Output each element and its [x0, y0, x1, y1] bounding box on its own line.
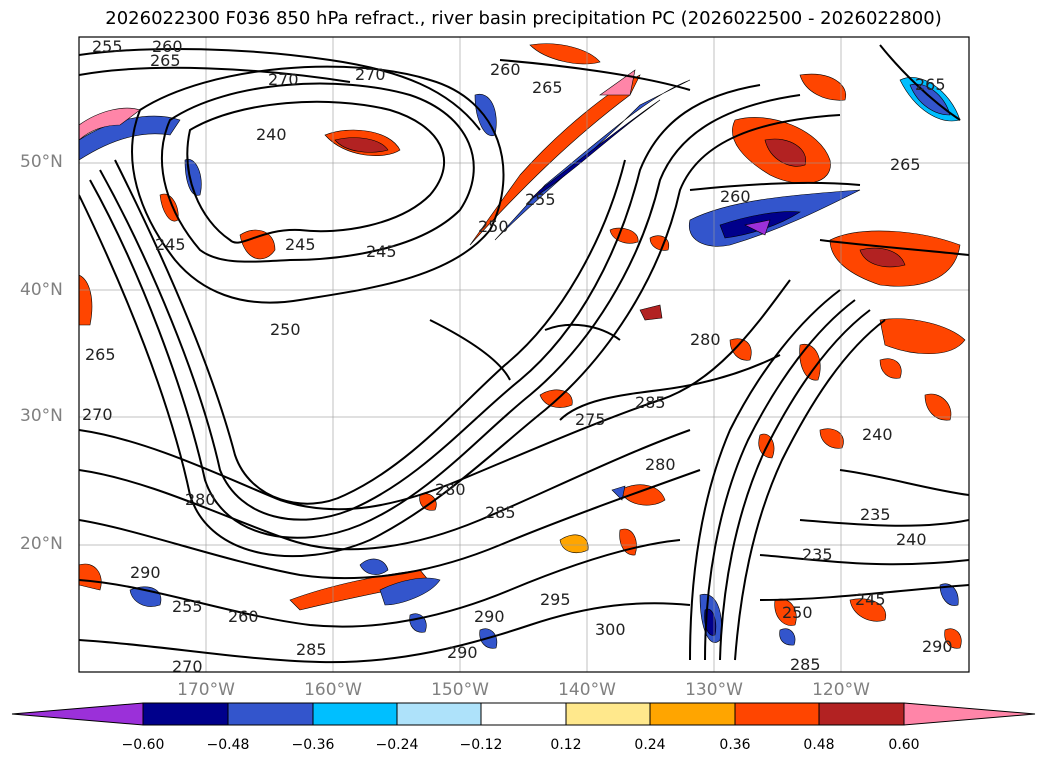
lat-label-40n: 40°N	[20, 280, 63, 300]
contour-label: 245	[855, 590, 886, 609]
contour-label: 290	[474, 607, 505, 626]
contour-label: 290	[922, 637, 953, 656]
contour-label: 265	[85, 345, 116, 364]
contour-label: 270	[268, 70, 299, 89]
contour-label: 265	[890, 155, 921, 174]
contour-label: 235	[802, 545, 833, 564]
contour-label: 265	[532, 78, 563, 97]
colorbar-tick-label: −0.24	[375, 737, 419, 753]
contour-label: 285	[790, 655, 821, 674]
contour-label: 240	[256, 125, 287, 144]
colorbar-segment	[396, 702, 482, 726]
contour-label: 240	[896, 530, 927, 549]
contour-label: 255	[525, 190, 556, 209]
contour-label: 285	[296, 640, 327, 659]
colorbar-segment	[565, 702, 651, 726]
lon-label-130w: 130°W	[685, 680, 743, 700]
colorbar-tick-label: −0.36	[291, 737, 335, 753]
colorbar-tick-label: 0.36	[719, 737, 751, 753]
contour-label: 260	[152, 37, 183, 56]
gridlines	[79, 37, 969, 672]
contour-label: 255	[172, 597, 203, 616]
contour-label: 245	[285, 235, 316, 254]
contour-label: 270	[172, 657, 203, 676]
contour-label: 290	[447, 643, 478, 662]
colorbar-segment	[734, 702, 820, 726]
lon-label-120w: 120°W	[812, 680, 870, 700]
colorbar-segment	[480, 702, 567, 726]
contour-label: 250	[782, 603, 813, 622]
lon-label-160w: 160°W	[304, 680, 362, 700]
map-frame	[78, 36, 970, 673]
colorbar	[11, 702, 1036, 726]
contour-label: 270	[355, 65, 386, 84]
contour-label: 255	[92, 37, 123, 56]
colorbar-tick-label: 0.24	[634, 737, 666, 753]
colorbar-segment	[227, 702, 314, 726]
contour-label: 250	[478, 217, 509, 236]
contour-labels: 255 260 265 270 270 265 260 240 245 245 …	[82, 37, 953, 676]
colorbar-tick-label: 0.60	[888, 737, 920, 753]
contour-label: 240	[862, 425, 893, 444]
contour-label: 245	[155, 235, 186, 254]
colorbar-segment	[312, 702, 398, 726]
contour-label: 270	[82, 405, 113, 424]
contour-label: 280	[645, 455, 676, 474]
colorbar-extend-max	[903, 702, 1036, 726]
colorbar-segment	[142, 702, 229, 726]
contour-label: 245	[366, 242, 397, 261]
colorbar-tick-label: −0.48	[206, 737, 250, 753]
contour-label: 290	[130, 563, 161, 582]
contour-label: 285	[635, 393, 666, 412]
contour-label: 260	[228, 607, 259, 626]
map-title: 2026022300 F036 850 hPa refract., river …	[105, 8, 942, 29]
contour-label: 265	[150, 51, 181, 70]
colorbar-tick-label: −0.12	[459, 737, 503, 753]
lat-label-50n: 50°N	[20, 152, 63, 172]
contour-label: 260	[490, 60, 521, 79]
lon-label-150w: 150°W	[431, 680, 489, 700]
contour-label: 280	[690, 330, 721, 349]
colorbar-tick-label: 0.12	[550, 737, 582, 753]
contour-label: 300	[595, 620, 626, 639]
contour-label: 235	[860, 505, 891, 524]
contour-label: 295	[540, 590, 571, 609]
contour-label: 280	[185, 490, 216, 509]
lon-label-140w: 140°W	[558, 680, 616, 700]
map-plot-area: 255 260 265 270 270 265 260 240 245 245 …	[79, 37, 969, 676]
lon-label-170w: 170°W	[177, 680, 235, 700]
contour-label: 275	[575, 410, 606, 429]
colorbar-extend-min	[11, 702, 144, 726]
colorbar-segment	[649, 702, 736, 726]
lat-label-30n: 30°N	[20, 406, 63, 426]
lat-label-20n: 20°N	[20, 534, 63, 554]
contour-label: 285	[485, 503, 516, 522]
colorbar-tick-label: −0.60	[121, 737, 165, 753]
refractivity-contours	[79, 44, 969, 664]
colorbar-segment	[818, 702, 905, 726]
contour-label: 265	[915, 75, 946, 94]
contour-label: 260	[720, 187, 751, 206]
contour-label: 250	[270, 320, 301, 339]
contour-label: 280	[435, 480, 466, 499]
colorbar-tick-label: 0.48	[803, 737, 835, 753]
